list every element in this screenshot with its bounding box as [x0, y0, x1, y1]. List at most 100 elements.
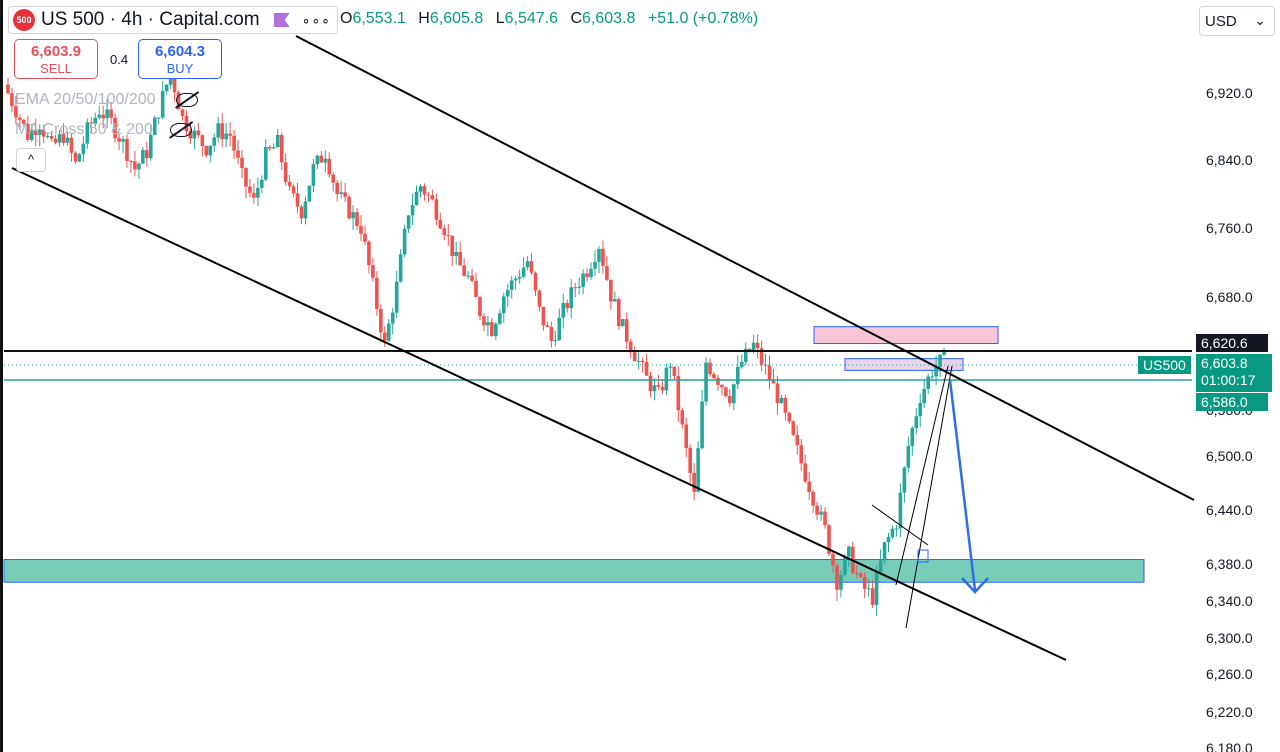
candle-body	[323, 158, 328, 163]
candle-body	[180, 109, 185, 116]
indicator-ema[interactable]: EMA 20/50/100/200	[15, 91, 156, 108]
symbol-logo-icon: 500	[13, 9, 35, 31]
candle-body	[10, 93, 14, 107]
buy-label: BUY	[166, 61, 194, 76]
candle-body	[470, 275, 474, 281]
last-price-tag: 6,603.8 01:00:17	[1196, 354, 1272, 392]
candle-body	[735, 366, 740, 385]
price-tick-label: 6,340.0	[1206, 593, 1253, 609]
candle-body	[847, 546, 851, 557]
candle-body	[33, 129, 38, 135]
flag-icon[interactable]	[273, 13, 290, 27]
eye-hidden-icon[interactable]	[176, 93, 198, 107]
candle-body	[553, 340, 558, 342]
candle-body	[248, 186, 252, 193]
candle-body	[799, 445, 804, 464]
candle-body	[101, 114, 105, 119]
price-tick-label: 6,840.0	[1206, 152, 1253, 168]
candle-body	[509, 280, 514, 290]
candle-body	[807, 481, 811, 493]
candle-body	[6, 84, 10, 94]
candle-body	[188, 131, 193, 139]
candle-body	[29, 129, 34, 140]
candle-body	[93, 117, 98, 124]
last-price: 6,603.8	[1201, 355, 1248, 371]
candle-body	[490, 322, 494, 336]
candle-body	[747, 348, 752, 352]
candle-body	[343, 192, 347, 197]
candle-body	[628, 341, 633, 353]
sell-button[interactable]: 6,603.9 SELL	[14, 39, 98, 79]
indicator-ma-cross[interactable]: MA Cross 50 & 200	[15, 121, 153, 138]
more-options-icon[interactable]: ∘∘∘	[301, 11, 331, 28]
candle-body	[529, 261, 534, 273]
candle-body	[41, 129, 46, 137]
ohlc-readout: O6,553.1 H6,605.8 L6,547.6 C6,603.8 +51.…	[340, 10, 766, 28]
close-key: C	[570, 10, 583, 27]
open-value: 6,553.1	[352, 10, 406, 27]
candle-body	[775, 383, 780, 404]
candle-body	[843, 556, 847, 575]
candle-body	[26, 123, 30, 140]
candle-body	[145, 150, 149, 159]
candles-layer	[6, 68, 946, 617]
candle-body	[422, 186, 427, 195]
candle-body	[755, 342, 760, 349]
candle-body	[426, 194, 431, 196]
candle-body	[771, 380, 776, 384]
candle-body	[430, 195, 435, 200]
candle-body	[708, 362, 712, 375]
candle-body	[854, 573, 859, 575]
candle-body	[240, 157, 244, 168]
candle-body	[129, 160, 133, 162]
candle-body	[398, 254, 403, 282]
candle-body	[347, 196, 351, 219]
candle-body	[680, 410, 685, 425]
candle-body	[858, 573, 863, 577]
candle-body	[605, 265, 609, 280]
candle-body	[803, 463, 808, 482]
candle-body	[938, 354, 942, 368]
currency-select[interactable]: USD ⌄	[1199, 6, 1275, 36]
candle-body	[668, 366, 673, 368]
price-tick-label: 6,500.0	[1206, 448, 1253, 464]
candle-body	[791, 421, 796, 435]
candle-body	[783, 397, 788, 413]
candle-body	[632, 352, 637, 362]
eye-hidden-icon[interactable]	[170, 123, 192, 137]
candle-body	[466, 275, 470, 277]
candle-body	[307, 185, 312, 202]
candle-body	[561, 302, 566, 318]
candle-body	[486, 322, 490, 326]
candle-body	[291, 186, 296, 194]
candle-body	[327, 158, 332, 175]
candle-body	[271, 147, 276, 149]
candle-body	[811, 492, 815, 506]
candle-body	[501, 296, 506, 314]
candle-body	[371, 265, 375, 278]
symbol-header[interactable]: 500 US 500 · 4h · Capital.com ∘∘∘	[8, 6, 338, 34]
symbol-tag: US500	[1138, 356, 1191, 374]
symbol-title[interactable]: US 500 · 4h · Capital.com	[41, 9, 260, 30]
candle-body	[160, 91, 165, 118]
candle-body	[450, 235, 455, 257]
price-tick-label: 6,380.0	[1206, 556, 1253, 572]
buy-button[interactable]: 6,604.3 BUY	[138, 39, 222, 79]
candle-body	[549, 327, 554, 342]
candle-body	[69, 137, 74, 153]
candle-body	[739, 361, 744, 367]
collapse-indicators-button[interactable]: ^	[16, 148, 46, 172]
price-tick-label: 6,760.0	[1206, 220, 1253, 236]
candle-body	[204, 146, 209, 156]
candle-body	[295, 193, 300, 207]
candle-body	[402, 228, 407, 255]
candle-body	[208, 145, 213, 156]
candle-body	[688, 447, 692, 473]
candle-body	[351, 212, 355, 219]
candle-body	[355, 212, 359, 227]
candle-body	[910, 428, 915, 446]
candle-body	[581, 273, 585, 287]
price-tick-label: 6,220.0	[1206, 704, 1253, 720]
candle-body	[410, 205, 415, 216]
